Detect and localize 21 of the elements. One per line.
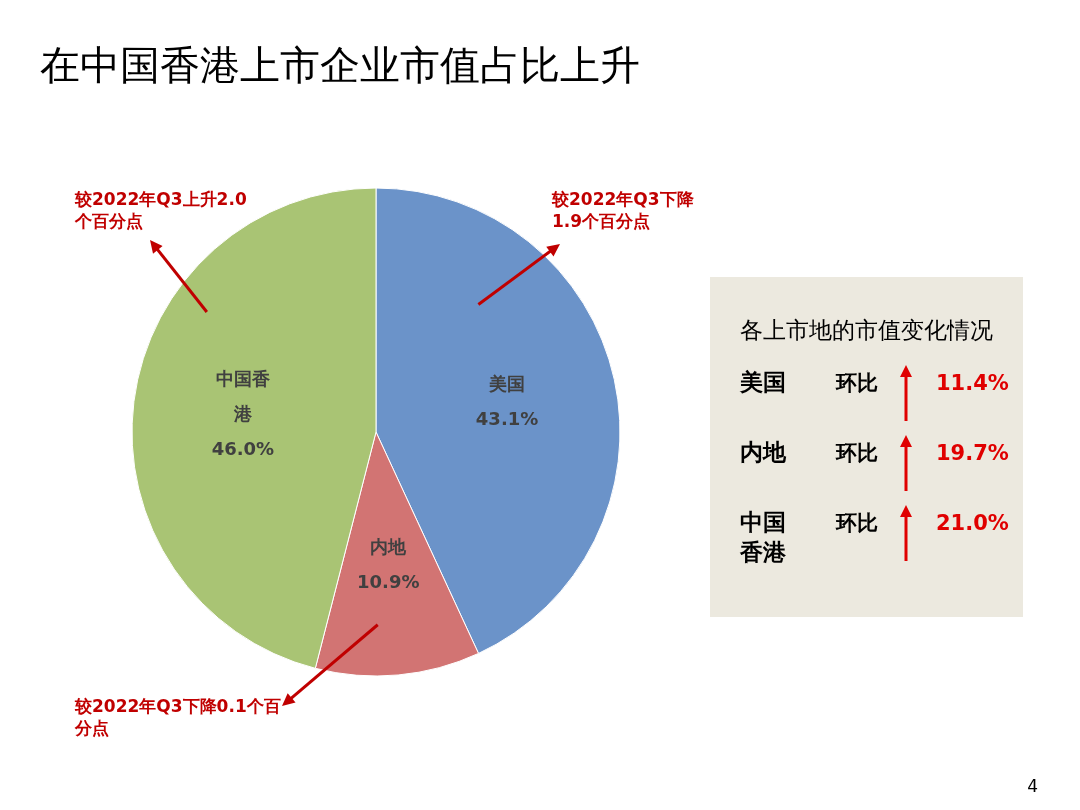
chart-title: 在中国香港上市企业市值占比上升 — [40, 41, 640, 90]
text: 较2022年Q3下降0.1个百分点 — [75, 696, 281, 738]
data-label: 19.7% — [936, 441, 1009, 465]
slice-label: 中国香港 — [215, 367, 271, 424]
series-label: 环比 — [836, 510, 878, 537]
slice-label: 美国 — [488, 373, 526, 395]
data-label: 11.4% — [936, 371, 1009, 395]
data-label: 21.0% — [936, 511, 1009, 535]
category-label: 内地 — [740, 438, 787, 467]
text: 4 — [1027, 776, 1038, 796]
text: 较2022年Q3下降1.9个百分点 — [552, 189, 694, 231]
text: 较2022年Q3上升2.0个百分点 — [75, 189, 247, 231]
text: 环比 — [836, 441, 878, 465]
data-label: 43.1% — [475, 408, 539, 430]
text: 各上市地的市值变化情况 — [739, 316, 994, 345]
data-label: 46.0% — [211, 437, 275, 459]
category-label: 中国香港 — [740, 508, 787, 567]
slice-label: 内地 — [370, 535, 408, 557]
category-label: 美国 — [740, 368, 787, 397]
text: 环比 — [836, 371, 878, 395]
data-label: 10.9% — [356, 570, 420, 592]
